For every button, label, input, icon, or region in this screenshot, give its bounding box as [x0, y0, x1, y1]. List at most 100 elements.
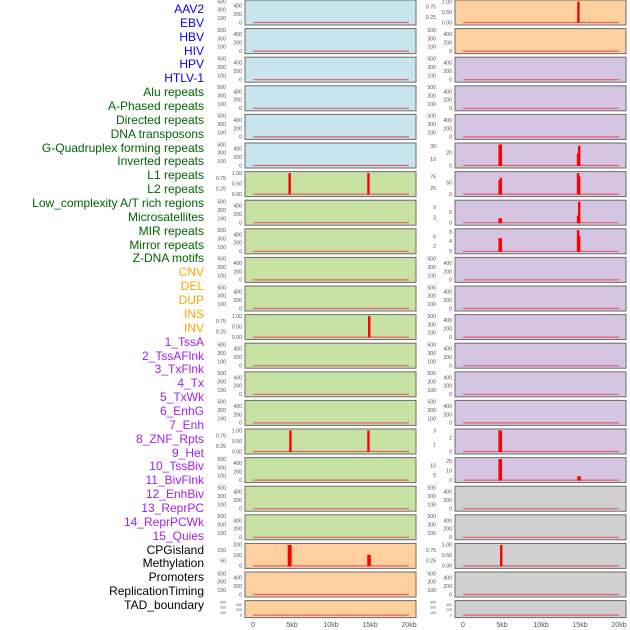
track-label-microsatellites: Microsatellites [127, 209, 204, 224]
y-tick-label: 10 [446, 468, 452, 474]
panel-background [244, 85, 417, 112]
x-tick-label: 5kb [496, 622, 507, 629]
y-tick-label: 0 [239, 20, 242, 26]
y-tick-label: 500 [427, 486, 436, 492]
signal-spike [578, 235, 581, 252]
y-tick-label: 100 [217, 474, 226, 480]
y-tick-label: 300 [427, 265, 436, 271]
track-label-13-reprpc: 13_ReprPC [141, 500, 204, 515]
y-tick-label: 0 [239, 421, 242, 427]
y-tick-label: 400 [443, 375, 452, 381]
panel-z-dna-motifs: 0 100 200 300 400 500 [217, 514, 417, 541]
y-tick-label: 400 [443, 318, 452, 324]
panel-background [454, 56, 627, 83]
y-tick-label: 300 [217, 494, 226, 500]
y-tick-label: 0.00 [232, 192, 242, 198]
signal-spike [287, 544, 291, 567]
y-tick-label: 300 [427, 294, 436, 300]
panel-l1-repeats: 0 100 200 300 400 500 [217, 342, 417, 370]
track-label-3-txflnk: 3_TxFlnk [154, 362, 204, 377]
panel-l2-repeats: 0 100 200 300 400 500 [217, 371, 417, 398]
track-label-9-het: 9_Het [171, 445, 204, 460]
y-tick-label: 0.75 [426, 548, 436, 554]
y-tick-label: 100 [217, 45, 226, 51]
y-tick-label: 400 [236, 603, 242, 607]
y-tick-label: 0.25 [216, 444, 226, 450]
y-tick-label: 400 [443, 89, 452, 95]
y-tick-label: 500 [427, 257, 436, 263]
y-tick-label: 0 [239, 364, 242, 370]
y-tick-label: 300 [217, 208, 226, 214]
y-tick-label: 200 [236, 608, 242, 612]
y-tick-label: 0 [239, 392, 242, 398]
y-tick-label: 0.00 [232, 449, 242, 455]
y-tick-label: 200 [233, 384, 242, 390]
panel-directed-repeats: 0 100 200 300 400 500 [217, 228, 417, 255]
y-tick-label: 0 [449, 163, 452, 169]
panel-15-quies: 0 5 10 15 20 [430, 457, 627, 484]
y-tick-label: 500 [427, 343, 436, 349]
y-tick-label: 300 [217, 8, 226, 14]
y-tick-label: 300 [217, 237, 226, 243]
y-tick-label: 500 [220, 600, 226, 604]
y-tick-label: 500 [217, 57, 226, 63]
y-tick-label: 100 [427, 331, 436, 337]
y-tick-label: 0 [239, 135, 242, 141]
y-tick-label: 500 [217, 257, 226, 263]
y-tick-label: 400 [233, 61, 242, 67]
y-tick-label: 0 [449, 249, 452, 255]
y-tick-label: 200 [443, 98, 452, 104]
y-tick-label: 0 [239, 306, 242, 312]
track-label-4-tx: 4_Tx [177, 376, 204, 391]
panel-background [454, 457, 627, 484]
y-tick-label: 400 [233, 490, 242, 496]
y-tick-label: 0 [449, 392, 452, 398]
y-tick-label: 0.75 [216, 319, 226, 325]
y-tick-label: 500 [217, 343, 226, 349]
signal-spike [367, 430, 370, 452]
y-tick-label: 300 [217, 151, 226, 157]
y-tick-label: 0 [239, 507, 242, 513]
panel-inv: 0 100 200 300 400 500 [427, 28, 627, 55]
y-tick-label: 0 [449, 421, 452, 427]
y-tick-label: 300 [217, 94, 226, 100]
signal-spike [367, 173, 370, 195]
y-tick-label: 0 [239, 249, 242, 255]
y-tick-label: 200 [443, 384, 452, 390]
y-tick-label: 100 [427, 131, 436, 137]
panel-8-znf-rpts: 0 100 200 300 400 500 [427, 257, 627, 284]
track-label-ins: INS [183, 306, 204, 321]
panel-12-enhbiv: 0 100 200 300 400 500 [427, 371, 627, 398]
track-label-l1-repeats: L1 repeats [147, 168, 204, 183]
y-tick-label: 0 [449, 507, 452, 513]
panel-9-het: 0 100 200 300 400 500 [427, 285, 627, 312]
y-tick-label: 400 [233, 232, 242, 238]
panel-background [244, 342, 417, 369]
y-tick-label: 200 [446, 608, 452, 612]
y-tick-label: 300 [217, 380, 226, 386]
track-label-inverted-repeats: Inverted repeats [117, 154, 204, 169]
y-tick-label: 1 [433, 442, 436, 448]
y-tick-label: 200 [443, 355, 452, 361]
y-tick-label: 20 [446, 459, 452, 465]
y-tick-label: 500 [427, 400, 436, 406]
y-tick-label: 500 [217, 200, 226, 206]
panel-tad-boundary: 0 100 200 300 400 500 [430, 600, 627, 619]
panel-background [454, 542, 627, 569]
y-tick-label: 0 [449, 478, 452, 484]
y-tick-label: 300 [217, 465, 226, 471]
panel-replicationtiming: 0 100 200 300 400 500 [427, 571, 627, 598]
track-label-dup: DUP [178, 293, 204, 308]
signal-spike [499, 238, 503, 252]
y-tick-label: 500 [427, 114, 436, 120]
y-tick-label: 500 [217, 457, 226, 463]
y-tick-label: 300 [217, 65, 226, 71]
y-tick-label: 500 [217, 486, 226, 492]
y-tick-label: 400 [233, 261, 242, 267]
signal-spike [499, 144, 503, 166]
y-tick-label: 400 [443, 118, 452, 124]
panel-background [454, 600, 627, 619]
track-label-8-znf-rpts: 8_ZNF_Rpts [135, 431, 204, 446]
y-tick-label: 2 [449, 435, 452, 441]
y-tick-label: 100 [427, 45, 436, 51]
